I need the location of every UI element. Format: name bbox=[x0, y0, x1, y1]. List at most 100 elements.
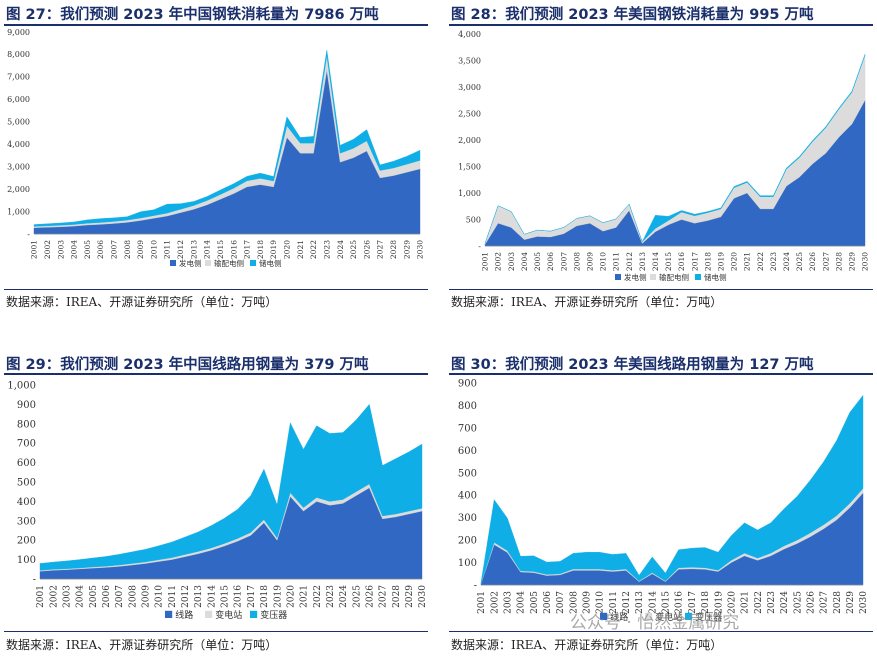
fig30-ytick: - bbox=[474, 581, 477, 592]
fig30-xtick: 2014 bbox=[648, 591, 658, 614]
fig30-legend-swatch bbox=[645, 612, 653, 620]
fig28-xtick: 2015 bbox=[664, 252, 673, 271]
fig28-xtick: 2020 bbox=[730, 252, 739, 271]
fig28-legend-swatch bbox=[615, 274, 621, 280]
fig28-xtick: 2010 bbox=[599, 252, 608, 271]
fig28-xtick: 2005 bbox=[533, 252, 542, 271]
fig27-xtick: 2029 bbox=[402, 240, 411, 259]
fig28-legend-label: 发电侧 bbox=[624, 272, 647, 282]
fig30-xtick: 2010 bbox=[596, 591, 606, 614]
fig29-xtick: 2013 bbox=[194, 585, 204, 608]
figure-29-title: 图 29：我们预测 2023 年中国线路用钢量为 379 万吨 bbox=[6, 357, 369, 373]
fig30-xtick: 2016 bbox=[675, 591, 685, 614]
fig29-legend-label: 变压器 bbox=[260, 609, 287, 621]
fig27-xtick: 2007 bbox=[109, 240, 118, 259]
fig29-xtick: 2001 bbox=[36, 585, 46, 608]
fig28-xtick: 2022 bbox=[756, 252, 765, 271]
fig29-xtick: 2022 bbox=[313, 585, 323, 608]
fig29-ytick: 600 bbox=[17, 458, 36, 469]
fig30-xtick: 2017 bbox=[688, 591, 698, 614]
fig29-ytick: 300 bbox=[17, 516, 36, 527]
fig28-xtick: 2006 bbox=[546, 252, 555, 271]
fig27-xtick: 2005 bbox=[83, 240, 92, 259]
fig29-xtick: 2020 bbox=[286, 585, 296, 608]
fig27-ytick: 3,000 bbox=[7, 162, 30, 171]
fig27-xtick: 2006 bbox=[96, 240, 105, 259]
fig27-xtick: 2026 bbox=[362, 240, 371, 259]
fig27-xtick: 2010 bbox=[149, 240, 158, 259]
fig27-xtick: 2011 bbox=[163, 240, 172, 259]
fig27-ytick: 1,000 bbox=[7, 207, 30, 216]
fig29-xtick: 2021 bbox=[300, 585, 310, 608]
fig29-ytick: 800 bbox=[17, 419, 36, 430]
fig29-legend-swatch bbox=[165, 610, 173, 618]
fig28-xtick: 2003 bbox=[507, 252, 516, 271]
fig28-xtick: 2017 bbox=[690, 252, 699, 271]
figure-27-source: 数据来源：IREA、开源证券研究所（单位：万吨） bbox=[6, 295, 278, 309]
fig30-ytick: 700 bbox=[458, 423, 477, 434]
fig27-legend-swatch bbox=[170, 260, 176, 266]
fig29-ytick: 700 bbox=[17, 439, 36, 450]
fig30-xtick: 2027 bbox=[820, 591, 830, 614]
fig29-xtick: 2016 bbox=[234, 585, 244, 608]
fig27-xtick: 2015 bbox=[216, 240, 225, 259]
fig28-xtick: 2016 bbox=[677, 252, 686, 271]
fig30-xtick: 2015 bbox=[662, 591, 672, 614]
fig27-xtick: 2019 bbox=[269, 240, 278, 259]
fig29-xtick: 2004 bbox=[76, 585, 86, 608]
fig30-xtick: 2006 bbox=[543, 591, 553, 614]
fig29-ytick: 900 bbox=[17, 400, 36, 411]
fig28-xtick: 2030 bbox=[861, 252, 870, 271]
fig27-xtick: 2008 bbox=[123, 240, 132, 259]
fig30-ytick: 100 bbox=[458, 558, 477, 569]
fig27-xtick: 2025 bbox=[349, 240, 358, 259]
fig30-xtick: 2004 bbox=[517, 591, 527, 614]
figure-27-title-rule bbox=[4, 24, 428, 26]
fig29-ytick: 100 bbox=[17, 555, 36, 566]
figure-29-title-rule bbox=[4, 373, 428, 375]
fig28-legend-label: 输配电侧 bbox=[659, 272, 689, 282]
fig28-legend-swatch bbox=[650, 274, 656, 280]
fig30-legend-label: 线路 bbox=[610, 611, 628, 623]
fig28-xtick: 2008 bbox=[572, 252, 581, 271]
fig28-xtick: 2023 bbox=[769, 252, 778, 271]
fig27-ytick: 6,000 bbox=[7, 95, 30, 104]
fig30-xtick: 2022 bbox=[754, 591, 764, 614]
fig27-legend-label: 发电侧 bbox=[179, 258, 202, 268]
fig28-ytick: 2,000 bbox=[458, 136, 481, 145]
fig29-ytick: 200 bbox=[17, 536, 36, 547]
fig30-ytick: 600 bbox=[458, 446, 477, 457]
fig29-xtick: 2023 bbox=[326, 585, 336, 608]
fig29-xtick: 2008 bbox=[128, 585, 138, 608]
fig27-legend-swatch bbox=[250, 260, 256, 266]
fig27-ytick: 8,000 bbox=[7, 50, 30, 59]
fig30-xtick: 2020 bbox=[727, 591, 737, 614]
fig30-xtick: 2028 bbox=[833, 591, 843, 614]
fig28-area-1 bbox=[484, 100, 866, 247]
fig28-ytick: 2,500 bbox=[458, 109, 481, 118]
fig27-ytick: - bbox=[27, 230, 30, 239]
fig30-xtick: 2021 bbox=[741, 591, 751, 614]
figure-28-title: 图 28：我们预测 2023 年美国钢铁消耗量为 995 万吨 bbox=[451, 7, 814, 23]
fig27-xtick: 2018 bbox=[256, 240, 265, 259]
fig29-xtick: 2009 bbox=[142, 585, 152, 608]
fig29-xtick: 2007 bbox=[115, 585, 125, 608]
fig27-xtick: 2009 bbox=[136, 240, 145, 259]
fig28-xtick: 2014 bbox=[651, 252, 660, 271]
fig27-ytick: 5,000 bbox=[7, 118, 30, 127]
fig29-xtick: 2030 bbox=[418, 585, 428, 608]
fig29-area-3 bbox=[39, 403, 423, 571]
fig30-legend-swatch bbox=[600, 612, 608, 620]
fig29-xtick: 2028 bbox=[392, 585, 402, 608]
fig29-legend-swatch bbox=[205, 610, 213, 618]
fig27-xtick: 2030 bbox=[416, 240, 425, 259]
fig30-xtick: 2003 bbox=[503, 591, 513, 614]
fig28-xtick: 2011 bbox=[612, 252, 621, 271]
fig29-ytick: - bbox=[33, 575, 36, 586]
fig29-legend-label: 变电站 bbox=[215, 609, 242, 621]
fig28-xtick: 2024 bbox=[782, 252, 791, 271]
fig28-legend-swatch bbox=[695, 274, 701, 280]
fig28-xtick: 2009 bbox=[585, 252, 594, 271]
figure-29-source: 数据来源：IREA、开源证券研究所（单位：万吨） bbox=[6, 638, 278, 652]
